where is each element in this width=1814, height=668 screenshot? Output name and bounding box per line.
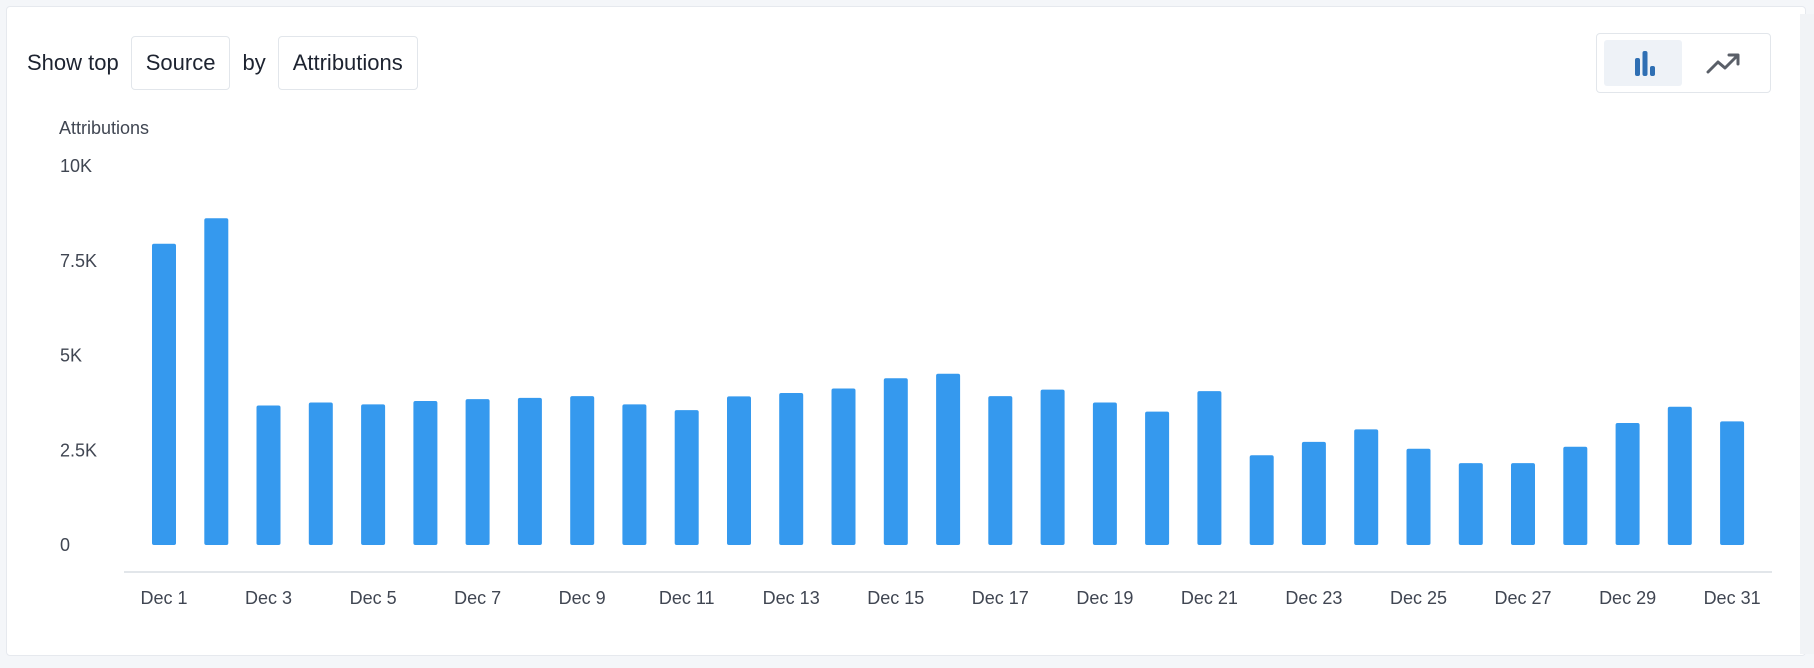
bar-dec-24[interactable]	[1354, 429, 1379, 545]
chart-card	[6, 6, 1806, 656]
group-by-dropdown[interactable]: Source	[130, 36, 231, 90]
bar-dec-3[interactable]	[256, 405, 281, 546]
bar-dec-18[interactable]	[1040, 389, 1065, 545]
x-tick-label: Dec 13	[763, 588, 820, 608]
bar-dec-25[interactable]	[1406, 448, 1431, 545]
bars	[152, 218, 1745, 546]
x-tick-label: Dec 9	[559, 588, 606, 608]
x-tick-label: Dec 15	[867, 588, 924, 608]
y-axis-title: Attributions	[59, 118, 149, 138]
bar-dec-11[interactable]	[674, 410, 699, 545]
bar-dec-21[interactable]	[1197, 391, 1222, 545]
bar-dec-4[interactable]	[308, 402, 333, 546]
bar-dec-28[interactable]	[1563, 446, 1588, 545]
x-tick-label: Dec 21	[1181, 588, 1238, 608]
bar-dec-29[interactable]	[1615, 423, 1640, 545]
bar-dec-5[interactable]	[361, 404, 386, 545]
bar-dec-2[interactable]	[204, 218, 229, 546]
bar-dec-12[interactable]	[727, 396, 751, 545]
x-tick-label: Dec 7	[454, 588, 501, 608]
bar-dec-6[interactable]	[413, 401, 438, 545]
bar-dec-23[interactable]	[1301, 441, 1326, 545]
bar-dec-31[interactable]	[1720, 421, 1745, 545]
y-tick-label: 10K	[60, 156, 92, 176]
y-axis-ticks: 0 2.5K 5K 7.5K 10K	[60, 156, 97, 555]
x-tick-label: Dec 25	[1390, 588, 1447, 608]
bar-dec-9[interactable]	[570, 396, 595, 545]
bar-dec-17[interactable]	[988, 396, 1013, 545]
bar-dec-13[interactable]	[779, 393, 804, 545]
bar-dec-26[interactable]	[1458, 463, 1483, 545]
bar-dec-10[interactable]	[622, 404, 647, 545]
x-tick-label: Dec 27	[1494, 588, 1551, 608]
by-label: by	[242, 50, 266, 75]
panel-edge	[1800, 14, 1814, 654]
y-tick-label: 0	[60, 535, 70, 555]
x-tick-label: Dec 29	[1599, 588, 1656, 608]
x-tick-label: Dec 31	[1704, 588, 1761, 608]
chart-controls: Show top Source by Attributions	[27, 35, 418, 91]
trend-line-icon	[1706, 53, 1740, 74]
y-tick-label: 2.5K	[60, 440, 97, 460]
bar-dec-1[interactable]	[152, 243, 176, 545]
bar-dec-14[interactable]	[831, 388, 856, 546]
y-tick-label: 5K	[60, 346, 82, 366]
x-tick-label: Dec 5	[350, 588, 397, 608]
bar-dec-15[interactable]	[883, 378, 908, 545]
bar-chart-icon	[1635, 51, 1655, 76]
bar-dec-20[interactable]	[1145, 411, 1170, 545]
x-tick-label: Dec 1	[140, 588, 187, 608]
x-tick-label: Dec 19	[1076, 588, 1133, 608]
x-tick-label: Dec 11	[659, 588, 715, 608]
x-tick-label: Dec 17	[972, 588, 1029, 608]
bar-dec-7[interactable]	[465, 399, 490, 545]
show-top-label: Show top	[27, 50, 119, 75]
bar-dec-22[interactable]	[1249, 455, 1274, 545]
x-axis-ticks: Dec 1 Dec 3 Dec 5 Dec 7 Dec 9 Dec 11 Dec 13 Dec…	[140, 588, 1760, 608]
bar-dec-30[interactable]	[1667, 406, 1692, 545]
bar-dec-27[interactable]	[1511, 463, 1535, 545]
metric-dropdown[interactable]: Attributions	[277, 36, 418, 90]
x-tick-label: Dec 3	[245, 588, 292, 608]
chart-type-toggle	[1596, 33, 1771, 93]
bar-dec-16[interactable]	[936, 373, 961, 545]
bar-dec-19[interactable]	[1092, 402, 1117, 546]
line-view-button[interactable]	[1685, 40, 1763, 86]
bar-view-button[interactable]	[1604, 40, 1682, 86]
bar-dec-8[interactable]	[517, 397, 542, 545]
x-tick-label: Dec 23	[1285, 588, 1342, 608]
y-tick-label: 7.5K	[60, 251, 97, 271]
